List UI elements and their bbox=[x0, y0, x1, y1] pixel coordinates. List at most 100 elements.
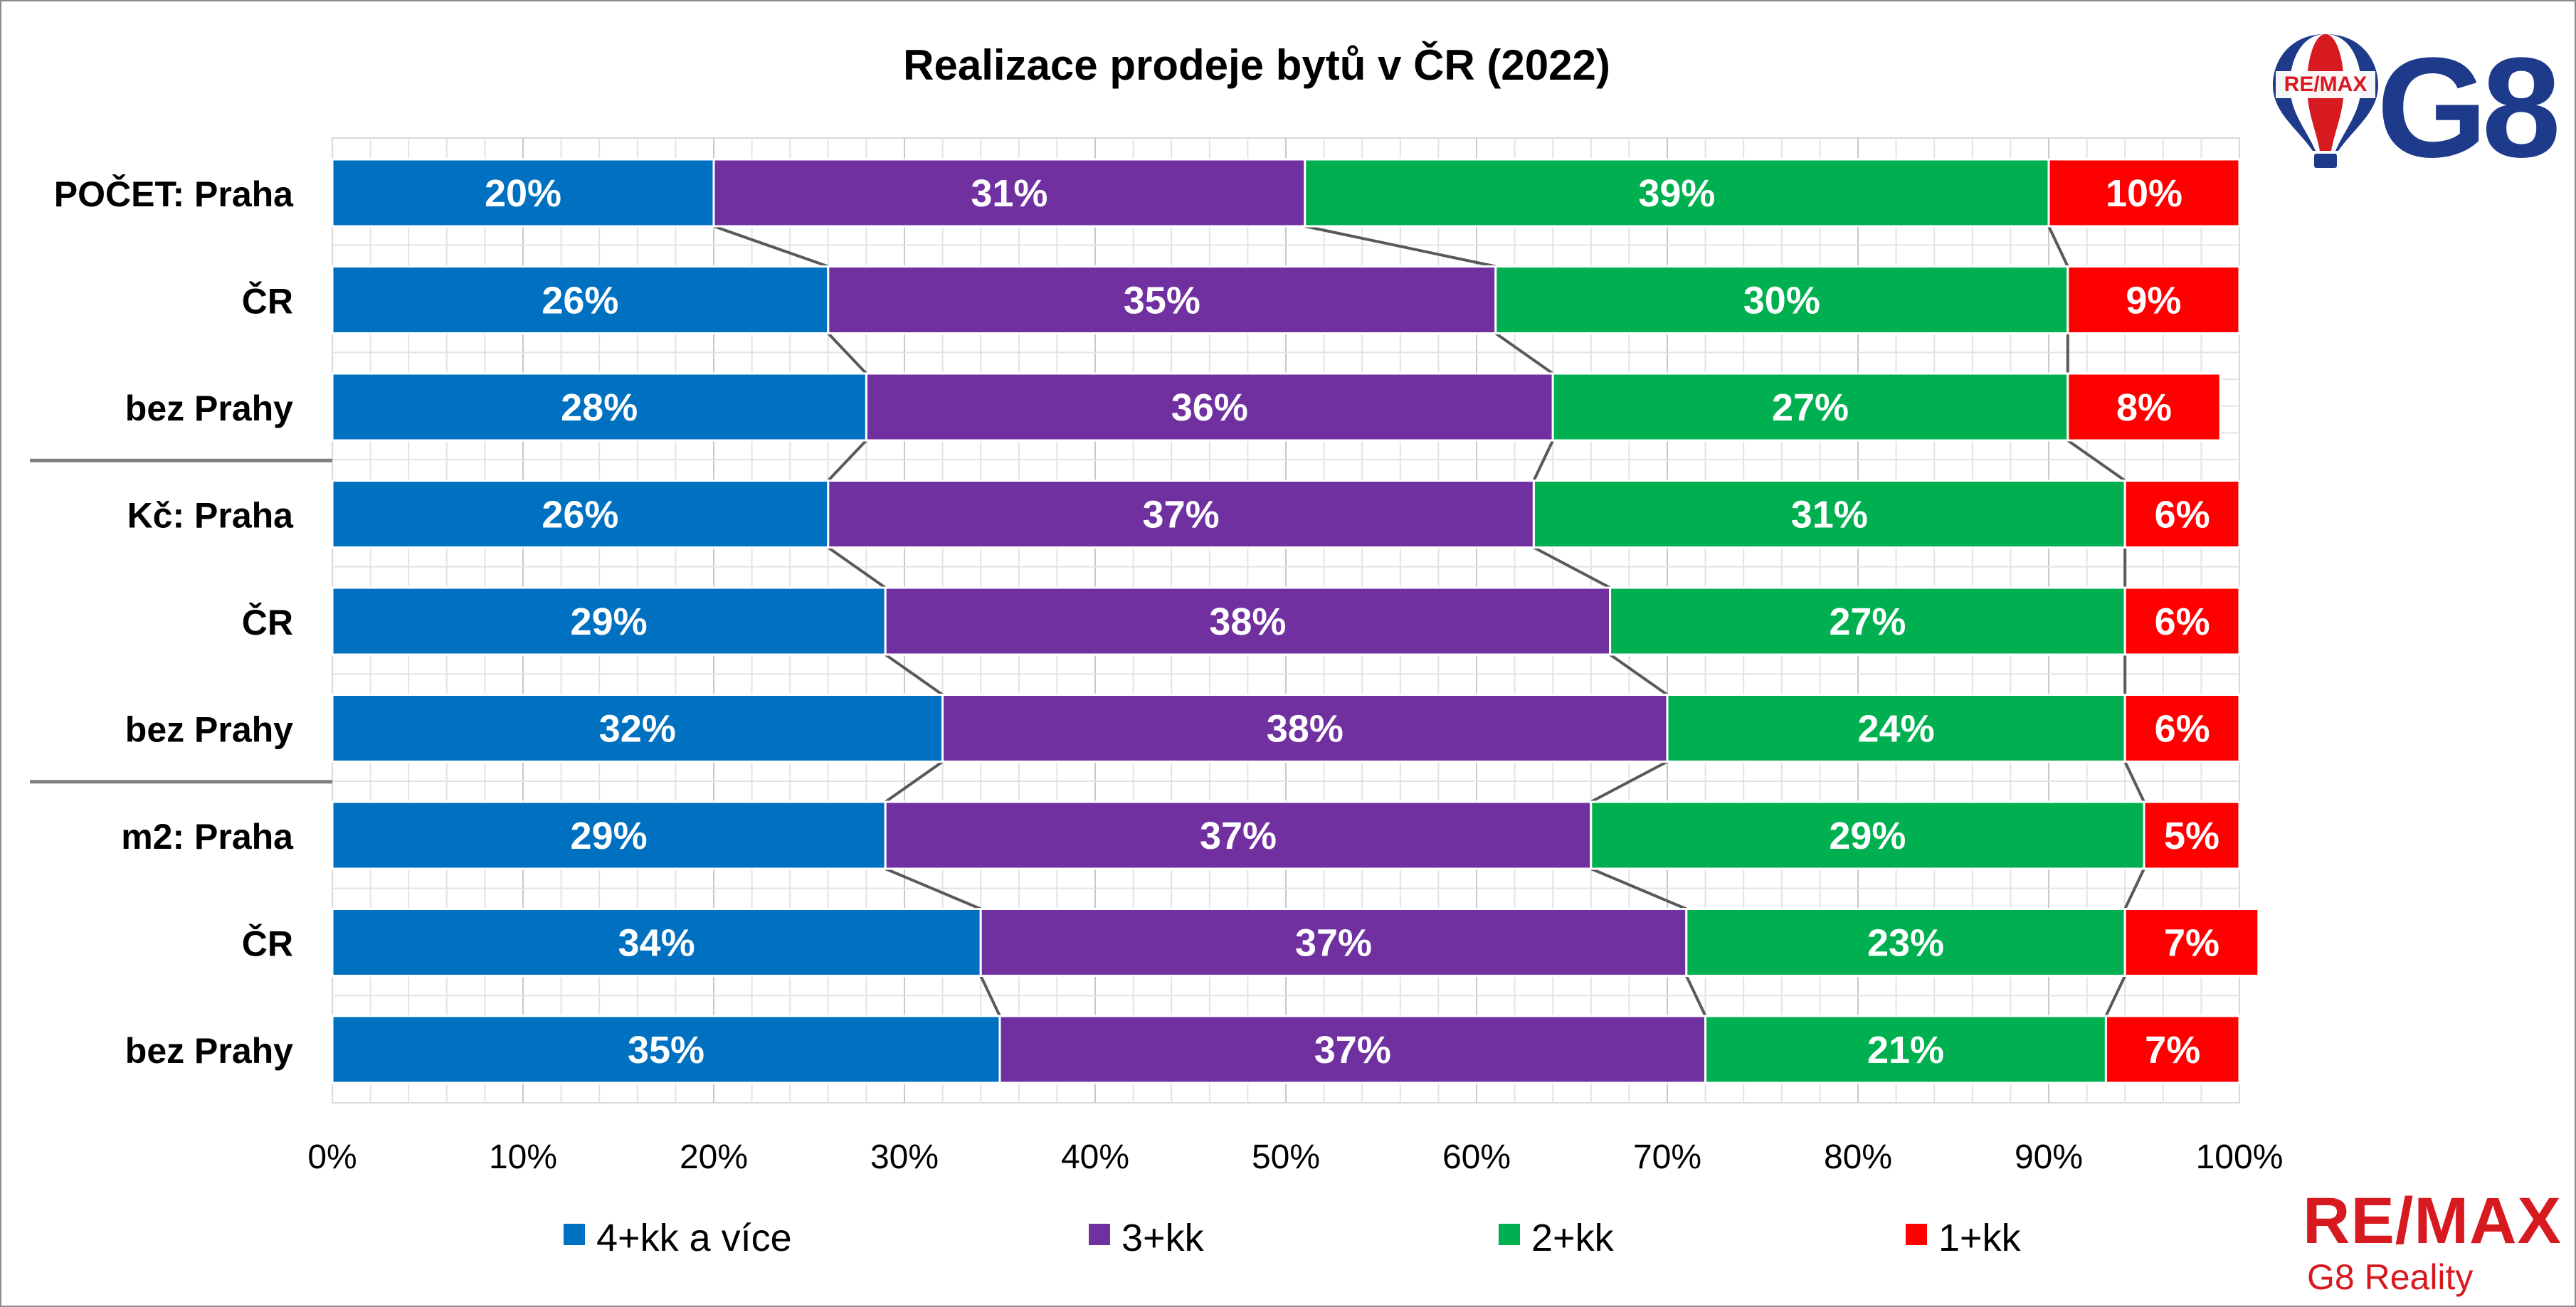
bar-segment bbox=[827, 265, 1497, 334]
data-label: 7% bbox=[2145, 1029, 2200, 1071]
category-label: bez Prahy bbox=[125, 710, 293, 750]
bar-segment bbox=[2143, 800, 2241, 870]
data-label: 29% bbox=[1829, 815, 1906, 857]
bar-segment bbox=[1532, 480, 2126, 549]
series-line bbox=[2123, 868, 2145, 910]
bar-segment bbox=[1666, 694, 2126, 763]
legend-swatch bbox=[1089, 1224, 1110, 1245]
category-label: ČR bbox=[242, 924, 293, 964]
bar-segment bbox=[2066, 265, 2241, 334]
category-label: bez Prahy bbox=[125, 388, 293, 428]
data-label: 27% bbox=[1772, 386, 1849, 429]
bar-segment bbox=[1551, 372, 2069, 442]
bar-segment bbox=[2104, 1015, 2241, 1084]
series-line bbox=[827, 439, 867, 482]
data-label: 31% bbox=[971, 172, 1047, 215]
data-label: 5% bbox=[2164, 815, 2219, 857]
series-line bbox=[2104, 975, 2127, 1017]
data-label: 10% bbox=[2106, 172, 2182, 215]
series-line bbox=[1590, 760, 1668, 803]
x-tick-label: 80% bbox=[1824, 1138, 1892, 1176]
series-line bbox=[1304, 225, 1496, 268]
series-line bbox=[1609, 653, 1669, 697]
data-label: 24% bbox=[1858, 708, 1935, 751]
data-label: 21% bbox=[1867, 1029, 1944, 1071]
x-axis: 0% 10% 20% 30% 40% 50% 60% 70% 80% 90% 100% bbox=[307, 1138, 2283, 1176]
bar-segment bbox=[865, 372, 1554, 442]
bar-segment bbox=[941, 694, 1669, 763]
x-tick-label: 20% bbox=[680, 1138, 748, 1176]
remax-balloon-logo: RE/MAX bbox=[2273, 34, 2378, 168]
series-line bbox=[2047, 226, 2069, 268]
series-line bbox=[979, 975, 1001, 1017]
bar-segment bbox=[979, 908, 1688, 977]
data-label: 29% bbox=[571, 600, 648, 643]
bar-segment bbox=[331, 372, 867, 442]
bar-segment bbox=[1304, 158, 2050, 228]
x-tick-label: 90% bbox=[2015, 1138, 2083, 1176]
series-line bbox=[2066, 439, 2126, 482]
data-label: 7% bbox=[2164, 922, 2219, 965]
data-label: 36% bbox=[1171, 386, 1248, 429]
legend-swatch bbox=[1499, 1224, 1520, 1245]
data-label: 37% bbox=[1143, 494, 1220, 536]
bars bbox=[331, 158, 2260, 1084]
series-line bbox=[827, 546, 887, 589]
category-label: Kč: Praha bbox=[127, 496, 295, 536]
bar-segment bbox=[2123, 694, 2241, 763]
bar-segment bbox=[1590, 800, 2145, 870]
data-label: 38% bbox=[1209, 600, 1286, 643]
data-label: 34% bbox=[618, 922, 695, 965]
legend-swatch bbox=[1906, 1224, 1927, 1245]
data-label: 38% bbox=[1267, 708, 1344, 751]
series-line bbox=[885, 760, 944, 803]
remax-bottom-logo: RE/MAX G8 Reality bbox=[2303, 1188, 2561, 1295]
bar-segment bbox=[331, 480, 830, 549]
series-line bbox=[1590, 867, 1687, 911]
x-tick-label: 10% bbox=[489, 1138, 557, 1176]
g8-logo: G8 bbox=[2377, 28, 2561, 187]
data-label: 37% bbox=[1295, 922, 1372, 965]
bar-segment bbox=[884, 800, 1593, 870]
legend-label: 4+kk a více bbox=[596, 1217, 792, 1259]
data-label: 39% bbox=[1638, 172, 1715, 215]
series-line bbox=[1532, 440, 1555, 482]
legend-label: 1+kk bbox=[1938, 1217, 2022, 1259]
category-label: bez Prahy bbox=[125, 1031, 293, 1071]
chart-title: Realizace prodeje bytů v ČR (2022) bbox=[903, 41, 1610, 89]
category-label: m2: Praha bbox=[121, 817, 294, 857]
data-label: 32% bbox=[599, 708, 676, 751]
x-tick-label: 40% bbox=[1061, 1138, 1129, 1176]
data-label: 29% bbox=[571, 815, 648, 857]
bar-segment bbox=[1704, 1015, 2107, 1084]
data-label: 6% bbox=[2155, 494, 2210, 536]
bar-segment bbox=[2123, 908, 2260, 977]
data-label: 23% bbox=[1867, 922, 1944, 965]
bar-segment bbox=[1494, 265, 2069, 334]
x-tick-label: 0% bbox=[307, 1138, 357, 1176]
bar-segment bbox=[1685, 908, 2126, 977]
series-line bbox=[713, 225, 829, 268]
balloon-label: RE/MAX bbox=[2284, 73, 2368, 96]
legend: 4+kk a více 3+kk 2+kk 1+kk bbox=[564, 1217, 2022, 1259]
category-label: ČR bbox=[242, 281, 293, 322]
series-line bbox=[885, 867, 981, 911]
x-tick-label: 70% bbox=[1633, 1138, 1701, 1176]
legend-label: 2+kk bbox=[1531, 1217, 1615, 1259]
series-line bbox=[2123, 761, 2145, 803]
series-line bbox=[827, 332, 867, 375]
series-line bbox=[1494, 332, 1554, 375]
bar-segment bbox=[2047, 158, 2241, 228]
series-line bbox=[1533, 546, 1611, 589]
x-tick-label: 60% bbox=[1442, 1138, 1511, 1176]
x-tick-label: 50% bbox=[1252, 1138, 1320, 1176]
series-lines bbox=[713, 225, 2145, 1017]
data-label: 28% bbox=[561, 386, 638, 429]
category-label: ČR bbox=[242, 602, 293, 642]
bar-segment bbox=[331, 265, 830, 334]
data-label: 26% bbox=[542, 280, 618, 322]
data-label: 31% bbox=[1791, 494, 1868, 536]
data-label: 6% bbox=[2155, 708, 2210, 751]
